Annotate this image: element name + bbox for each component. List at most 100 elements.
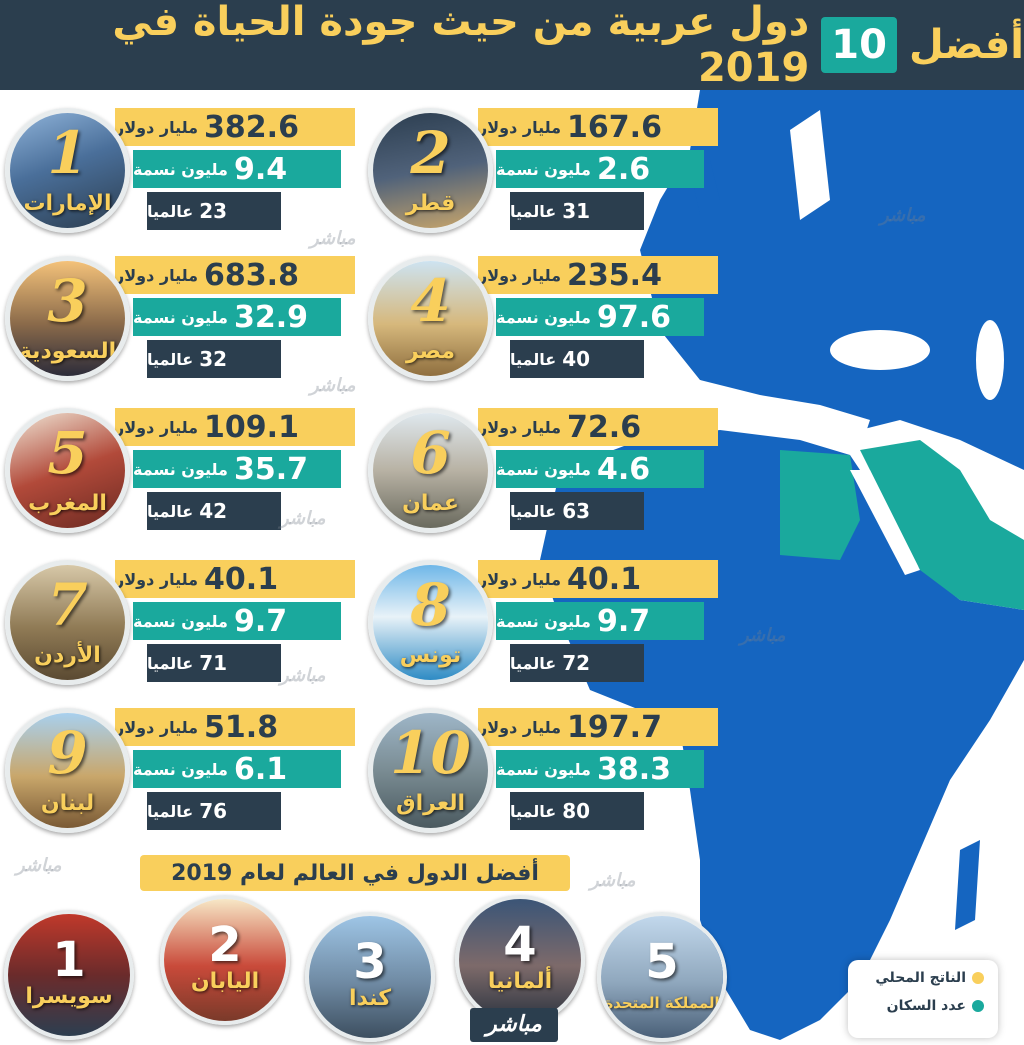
country-photo-bg [10, 261, 125, 376]
world-country-photo [164, 899, 286, 1021]
map-egypt [780, 450, 860, 560]
population-bar: 9.4 مليون نسمة [133, 150, 341, 188]
country-rank-number: 1 [47, 119, 88, 187]
country-rank-number: 7 [47, 571, 88, 639]
world-country-rank: 1 [52, 932, 86, 988]
world-country-name: كندا [348, 986, 392, 1011]
population-value: 9.4 [233, 151, 288, 187]
population-unit: مليون نسمة [133, 307, 228, 327]
population-unit: مليون نسمة [133, 759, 228, 779]
population-value: 32.9 [233, 299, 308, 335]
gdp-value: 382.6 [204, 109, 299, 145]
gdp-value: 72.6 [567, 409, 642, 445]
country-card: 109.1 مليار دولار 35.7 مليون نسمة 42 عالميا 5 ا… [5, 408, 355, 538]
country-card: 51.8 مليار دولار 6.1 مليون نسمة 76 عالميا 9 لبن… [5, 708, 355, 838]
country-photo: 6 عمان [368, 408, 493, 533]
world-country-photo [309, 916, 431, 1038]
country-photo: 2 قطر [368, 108, 493, 233]
country-photo-bg [10, 113, 125, 228]
gdp-unit: مليار دولار [478, 569, 562, 589]
population-bar: 6.1 مليون نسمة [133, 750, 341, 788]
world-rank-unit: عالميا [147, 801, 194, 821]
world-rank-unit: عالميا [510, 501, 557, 521]
world-rank-value: 23 [199, 199, 228, 223]
world-country-photo [601, 916, 723, 1038]
country-photo: 9 لبنان [5, 708, 130, 833]
legend-label-gdp: الناتج المحلي [875, 970, 966, 986]
yellow-dot-icon [972, 972, 984, 984]
country-photo: 7 الأردن [5, 560, 130, 685]
world-rank-value: 71 [199, 651, 228, 675]
world-rank-unit: عالميا [147, 653, 194, 673]
world-rank-value: 63 [562, 499, 591, 523]
population-unit: مليون نسمة [496, 159, 591, 179]
world-rank-unit: عالميا [510, 201, 557, 221]
population-value: 6.1 [233, 751, 288, 787]
country-photo: 8 تونس [368, 560, 493, 685]
world-rank-unit: عالميا [510, 653, 557, 673]
gdp-bar: 683.8 مليار دولار [115, 256, 355, 294]
country-card: 40.1 مليار دولار 9.7 مليون نسمة 72 عالميا 8 تون… [368, 560, 718, 690]
gdp-bar: 40.1 مليار دولار [478, 560, 718, 598]
map-arabia [860, 440, 1024, 610]
world-rank-bar: 76 عالميا [147, 792, 281, 830]
world-rank-value: 42 [199, 499, 228, 523]
logo: مباشر [470, 1008, 558, 1042]
country-card: 197.7 مليار دولار 38.3 مليون نسمة 80 عالميا 10… [368, 708, 718, 838]
population-bar: 2.6 مليون نسمة [496, 150, 704, 188]
watermark: مباشر [590, 870, 636, 891]
gdp-unit: مليار دولار [115, 569, 199, 589]
gdp-bar: 72.6 مليار دولار [478, 408, 718, 446]
population-bar: 9.7 مليون نسمة [133, 602, 341, 640]
world-country-circle: 3 كندا [305, 912, 435, 1042]
map-red-sea [850, 470, 920, 575]
country-rank-number: 10 [390, 719, 471, 787]
watermark: مباشر [16, 855, 62, 876]
world-rank-bar: 71 عالميا [147, 644, 281, 682]
world-rank-bar: 40 عالميا [510, 340, 644, 378]
gdp-value: 40.1 [567, 561, 642, 597]
country-name: قطر [405, 191, 456, 216]
gdp-unit: مليار دولار [115, 417, 199, 437]
population-bar: 35.7 مليون نسمة [133, 450, 341, 488]
world-country-rank: 2 [208, 917, 242, 973]
gdp-unit: مليار دولار [478, 117, 562, 137]
country-photo: 5 المغرب [5, 408, 130, 533]
world-rank-bar: 72 عالميا [510, 644, 644, 682]
population-unit: مليون نسمة [496, 307, 591, 327]
world-rank-value: 72 [562, 651, 591, 675]
world-country-rank: 5 [645, 934, 679, 990]
country-rank-number: 3 [47, 267, 88, 335]
world-rank-unit: عالميا [147, 201, 194, 221]
watermark: مباشر [280, 665, 326, 686]
world-rank-value: 76 [199, 799, 228, 823]
world-country-photo [8, 914, 130, 1036]
gdp-value: 167.6 [567, 109, 662, 145]
page-title: أفضل 10 دول عربية من حيث جودة الحياة في … [0, 0, 1024, 91]
population-unit: مليون نسمة [496, 759, 591, 779]
map-caspian [976, 320, 1004, 400]
watermark: مباشر [310, 228, 356, 249]
world-country-circle: 1 سويسرا [4, 910, 134, 1040]
population-unit: مليون نسمة [496, 459, 591, 479]
population-unit: مليون نسمة [133, 159, 228, 179]
world-country-circle: 5 المملكة المتحدة [597, 912, 727, 1042]
country-rank-number: 5 [47, 419, 88, 487]
population-bar: 32.9 مليون نسمة [133, 298, 341, 336]
gdp-unit: مليار دولار [115, 117, 199, 137]
teal-dot-icon [972, 1000, 984, 1012]
country-name: عمان [402, 491, 459, 516]
population-value: 9.7 [233, 603, 288, 639]
header-bar: أفضل 10 دول عربية من حيث جودة الحياة في … [0, 0, 1024, 91]
gdp-unit: مليار دولار [115, 717, 199, 737]
country-name: لبنان [40, 791, 95, 816]
country-name: مصر [406, 339, 455, 364]
gdp-value: 40.1 [204, 561, 279, 597]
gdp-bar: 197.7 مليار دولار [478, 708, 718, 746]
population-bar: 38.3 مليون نسمة [496, 750, 704, 788]
gdp-unit: مليار دولار [478, 717, 562, 737]
world-country-rank: 3 [353, 934, 387, 990]
map-madagascar [955, 840, 980, 930]
country-photo: 10 العراق [368, 708, 493, 833]
world-country-circle: 4 ألمانيا [455, 895, 585, 1025]
